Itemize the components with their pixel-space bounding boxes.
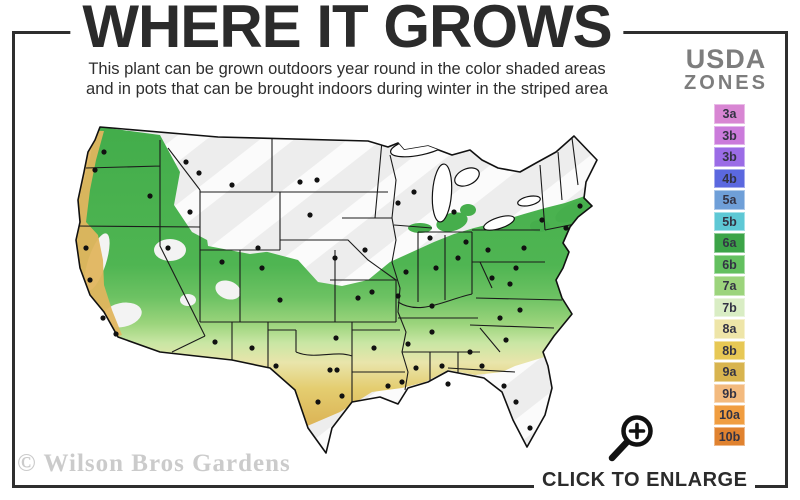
subtitle-line-1: This plant can be grown outdoors year ro… — [88, 60, 606, 78]
zone-chip-9b-13: 9b — [714, 383, 745, 403]
zone-chip-10b-15: 10b — [714, 426, 745, 446]
zone-chip-5a-4: 5a — [714, 190, 745, 210]
zone-chip-3b-2: 3b — [714, 147, 745, 167]
zoom-in-icon[interactable] — [604, 412, 660, 470]
zone-chip-4b-3: 4b — [714, 168, 745, 188]
zone-chip-5b-5: 5b — [714, 211, 745, 231]
zone-chip-3a-0: 3a — [714, 104, 745, 124]
page-title: WHERE IT GROWS — [70, 0, 624, 58]
zone-chip-7a-8: 7a — [714, 276, 745, 296]
usda-zone-list: 3a 3b 3b 4b 5a 5b 6a 6b 7a 7b 8a 8b 9a 9b 10a 10b — [714, 104, 745, 448]
lake-erie-icon — [483, 215, 515, 231]
zone-chip-6b-7: 6b — [714, 254, 745, 274]
pacific-coast-band — [76, 130, 122, 342]
map-fill-layers — [76, 127, 597, 453]
zone-chip-8b-11: 8b — [714, 340, 745, 360]
zone-chip-8a-10: 8a — [714, 319, 745, 339]
zone-chip-3b-1: 3b — [714, 125, 745, 145]
click-to-enlarge-button[interactable]: CLICK TO ENLARGE — [534, 468, 756, 492]
zone-chip-9a-12: 9a — [714, 362, 745, 382]
usda-heading-line-1: USDA — [685, 44, 767, 74]
subtitle-line-2: and in pots that can be brought indoors … — [86, 80, 608, 98]
usda-zones-heading: USDA ZONES — [676, 46, 776, 94]
zone-chip-10a-14: 10a — [714, 405, 745, 425]
lake-ontario-icon — [517, 195, 541, 207]
striped-wyoming-area — [200, 190, 296, 254]
lake-michigan-icon — [431, 163, 453, 223]
lake-huron-icon — [454, 167, 480, 187]
subtitle: This plant can be grown outdoors year ro… — [30, 59, 664, 99]
city-dots — [83, 149, 583, 431]
zone-chip-6a-6: 6a — [714, 233, 745, 253]
usda-heading-line-2: ZONES — [684, 72, 768, 94]
watermark: © Wilson Bros Gardens — [17, 450, 291, 477]
zone-chip-7b-9: 7b — [714, 297, 745, 317]
